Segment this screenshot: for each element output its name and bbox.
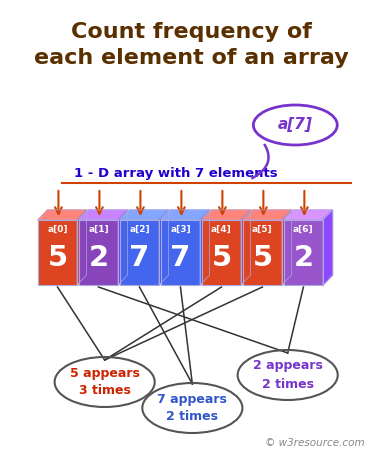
Text: 7: 7 <box>129 245 150 272</box>
Text: a[4]: a[4] <box>211 224 232 233</box>
Text: a[3]: a[3] <box>170 224 191 233</box>
Text: 5: 5 <box>252 245 272 272</box>
Text: 5: 5 <box>211 245 231 272</box>
Text: a[0]: a[0] <box>47 224 68 233</box>
Text: © w3resource.com: © w3resource.com <box>265 438 365 448</box>
Text: 2 appears
2 times: 2 appears 2 times <box>253 360 322 390</box>
Text: 5: 5 <box>47 245 67 272</box>
Polygon shape <box>159 210 169 285</box>
Polygon shape <box>243 210 291 220</box>
FancyBboxPatch shape <box>202 220 241 285</box>
FancyBboxPatch shape <box>120 220 159 285</box>
FancyBboxPatch shape <box>79 220 118 285</box>
Polygon shape <box>241 210 250 285</box>
Polygon shape <box>120 210 169 220</box>
Polygon shape <box>200 210 210 285</box>
Text: 7 appears
2 times: 7 appears 2 times <box>157 393 227 424</box>
Text: 5 appears
3 times: 5 appears 3 times <box>70 366 140 398</box>
Text: 1 - D array with 7 elements: 1 - D array with 7 elements <box>74 168 278 181</box>
Polygon shape <box>284 210 332 220</box>
Polygon shape <box>202 210 250 220</box>
FancyBboxPatch shape <box>38 220 77 285</box>
Text: each element of an array: each element of an array <box>34 48 349 68</box>
Text: a[1]: a[1] <box>88 224 109 233</box>
Text: 2: 2 <box>88 245 108 272</box>
Polygon shape <box>79 210 128 220</box>
Polygon shape <box>323 210 332 285</box>
Text: a[6]: a[6] <box>293 224 314 233</box>
Text: Count frequency of: Count frequency of <box>71 22 312 42</box>
Text: 7: 7 <box>170 245 191 272</box>
Text: a[5]: a[5] <box>252 224 273 233</box>
FancyBboxPatch shape <box>284 220 323 285</box>
Polygon shape <box>161 210 210 220</box>
Polygon shape <box>118 210 128 285</box>
Polygon shape <box>77 210 87 285</box>
FancyBboxPatch shape <box>243 220 282 285</box>
Text: a[2]: a[2] <box>129 224 150 233</box>
Text: a[7]: a[7] <box>278 118 313 133</box>
Text: 2: 2 <box>293 245 313 272</box>
FancyBboxPatch shape <box>161 220 200 285</box>
Polygon shape <box>38 210 87 220</box>
Polygon shape <box>282 210 291 285</box>
